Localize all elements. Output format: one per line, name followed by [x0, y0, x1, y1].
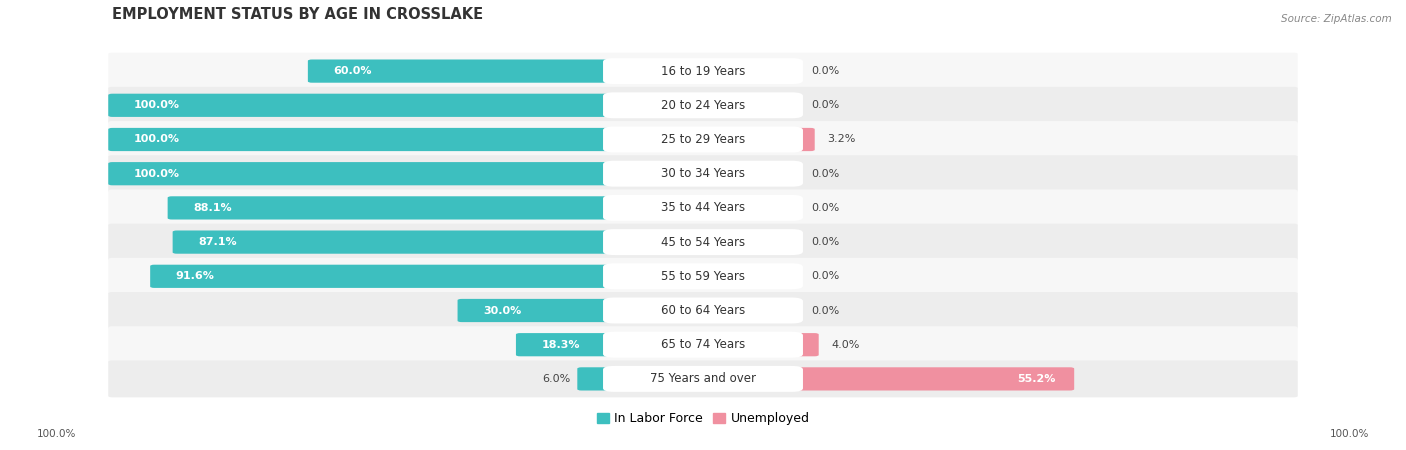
Text: 18.3%: 18.3%	[541, 340, 579, 350]
FancyBboxPatch shape	[108, 224, 1298, 261]
FancyBboxPatch shape	[108, 121, 1298, 158]
FancyBboxPatch shape	[108, 189, 1298, 226]
FancyBboxPatch shape	[108, 258, 1298, 295]
Text: 0.0%: 0.0%	[811, 66, 839, 76]
Text: 87.1%: 87.1%	[198, 237, 236, 247]
Text: 60.0%: 60.0%	[333, 66, 371, 76]
Text: 100.0%: 100.0%	[134, 169, 180, 179]
FancyBboxPatch shape	[308, 59, 616, 83]
FancyBboxPatch shape	[457, 299, 616, 322]
Text: 6.0%: 6.0%	[543, 374, 571, 384]
FancyBboxPatch shape	[603, 229, 803, 255]
FancyBboxPatch shape	[578, 367, 616, 391]
FancyBboxPatch shape	[108, 155, 1298, 192]
Text: 25 to 29 Years: 25 to 29 Years	[661, 133, 745, 146]
Text: 0.0%: 0.0%	[811, 271, 839, 281]
FancyBboxPatch shape	[108, 326, 1298, 363]
Text: 88.1%: 88.1%	[193, 203, 232, 213]
FancyBboxPatch shape	[108, 94, 616, 117]
Legend: In Labor Force, Unemployed: In Labor Force, Unemployed	[592, 407, 814, 430]
FancyBboxPatch shape	[790, 333, 818, 356]
FancyBboxPatch shape	[173, 230, 616, 254]
Text: 55 to 59 Years: 55 to 59 Years	[661, 270, 745, 283]
FancyBboxPatch shape	[603, 297, 803, 324]
Text: 0.0%: 0.0%	[811, 100, 839, 110]
Text: 100.0%: 100.0%	[1330, 429, 1369, 439]
Text: 65 to 74 Years: 65 to 74 Years	[661, 338, 745, 351]
FancyBboxPatch shape	[516, 333, 616, 356]
Text: 45 to 54 Years: 45 to 54 Years	[661, 236, 745, 248]
FancyBboxPatch shape	[603, 195, 803, 221]
FancyBboxPatch shape	[790, 128, 814, 151]
FancyBboxPatch shape	[603, 161, 803, 187]
FancyBboxPatch shape	[108, 53, 1298, 90]
FancyBboxPatch shape	[108, 128, 616, 151]
Text: 20 to 24 Years: 20 to 24 Years	[661, 99, 745, 112]
FancyBboxPatch shape	[603, 126, 803, 153]
Text: 0.0%: 0.0%	[811, 237, 839, 247]
Text: 3.2%: 3.2%	[827, 135, 856, 144]
FancyBboxPatch shape	[108, 360, 1298, 397]
Text: Source: ZipAtlas.com: Source: ZipAtlas.com	[1281, 14, 1392, 23]
Text: EMPLOYMENT STATUS BY AGE IN CROSSLAKE: EMPLOYMENT STATUS BY AGE IN CROSSLAKE	[112, 8, 484, 22]
Text: 55.2%: 55.2%	[1018, 374, 1056, 384]
Text: 4.0%: 4.0%	[831, 340, 859, 350]
Text: 30.0%: 30.0%	[482, 306, 522, 315]
FancyBboxPatch shape	[108, 292, 1298, 329]
Text: 35 to 44 Years: 35 to 44 Years	[661, 202, 745, 214]
FancyBboxPatch shape	[108, 162, 616, 185]
FancyBboxPatch shape	[603, 332, 803, 358]
Text: 30 to 34 Years: 30 to 34 Years	[661, 167, 745, 180]
Text: 75 Years and over: 75 Years and over	[650, 373, 756, 385]
Text: 16 to 19 Years: 16 to 19 Years	[661, 65, 745, 77]
FancyBboxPatch shape	[150, 265, 616, 288]
FancyBboxPatch shape	[603, 58, 803, 84]
Text: 0.0%: 0.0%	[811, 306, 839, 315]
Text: 91.6%: 91.6%	[176, 271, 214, 281]
FancyBboxPatch shape	[603, 366, 803, 392]
Text: 0.0%: 0.0%	[811, 203, 839, 213]
FancyBboxPatch shape	[603, 263, 803, 289]
Text: 100.0%: 100.0%	[37, 429, 76, 439]
Text: 100.0%: 100.0%	[134, 135, 180, 144]
Text: 100.0%: 100.0%	[134, 100, 180, 110]
FancyBboxPatch shape	[790, 367, 1074, 391]
FancyBboxPatch shape	[108, 87, 1298, 124]
Text: 0.0%: 0.0%	[811, 169, 839, 179]
Text: 60 to 64 Years: 60 to 64 Years	[661, 304, 745, 317]
FancyBboxPatch shape	[167, 196, 616, 220]
FancyBboxPatch shape	[603, 92, 803, 118]
